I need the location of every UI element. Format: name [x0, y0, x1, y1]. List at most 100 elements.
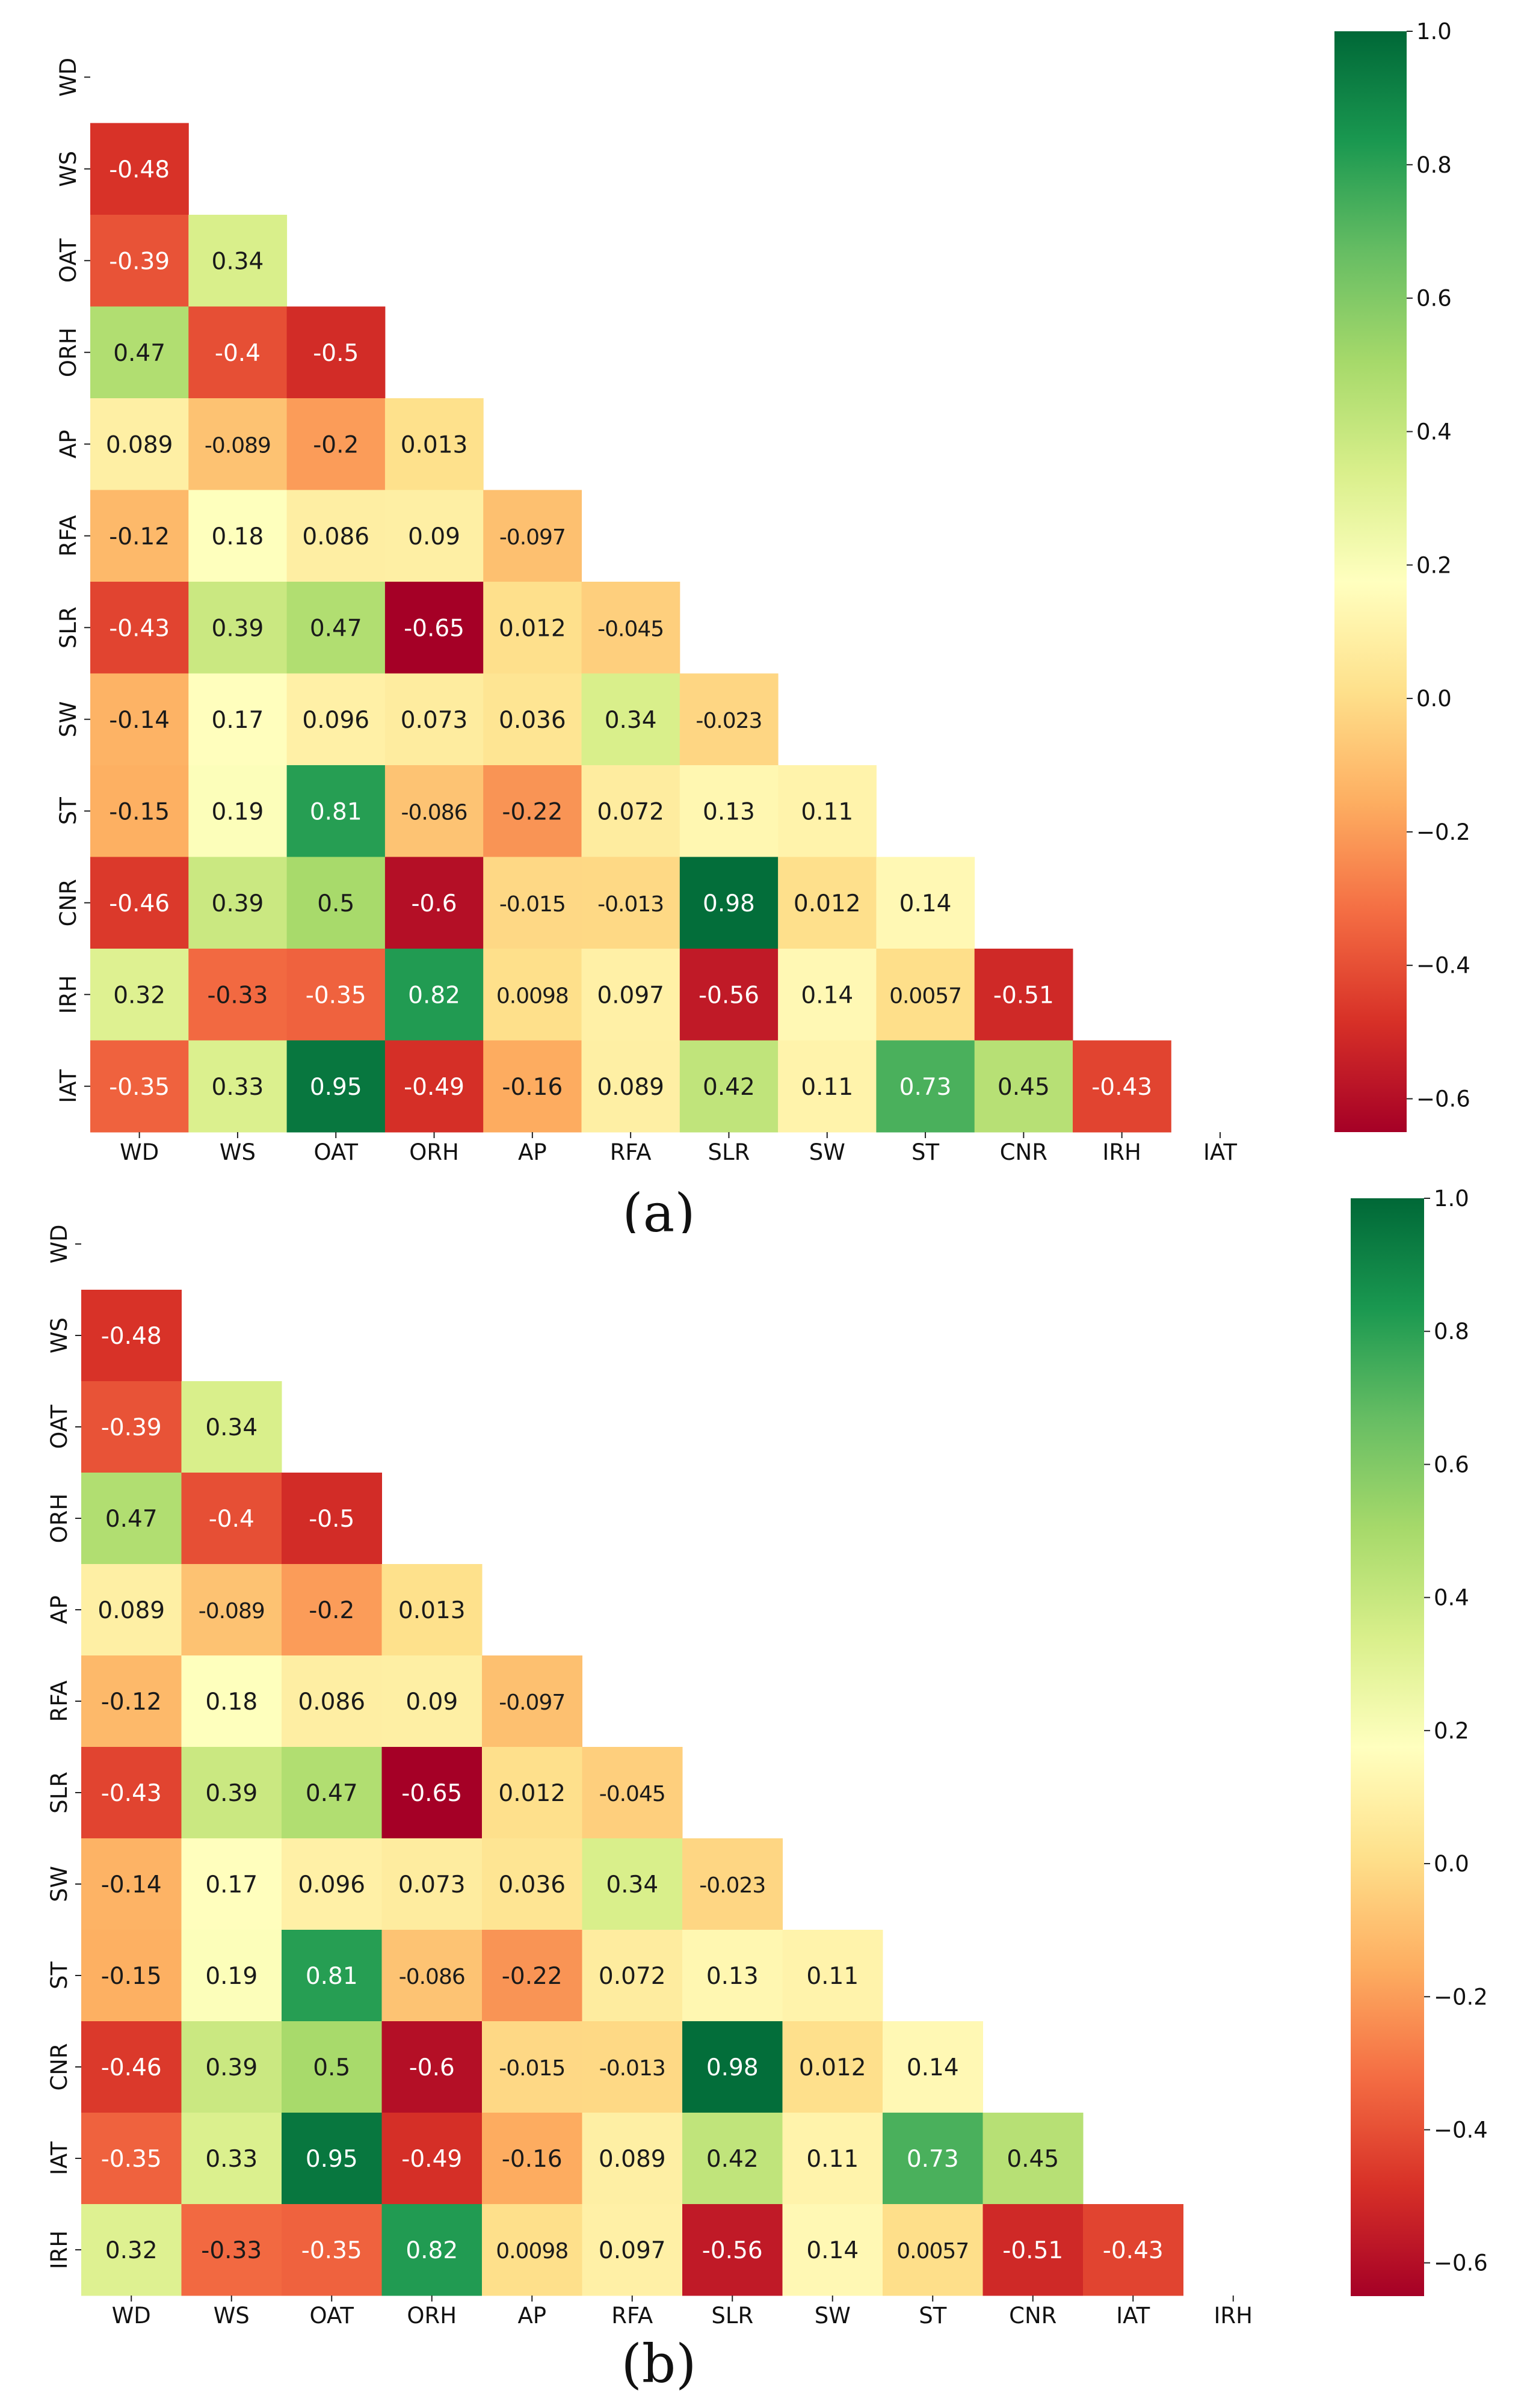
- heatmap-b-xtick-iat: IAT: [1116, 2303, 1150, 2329]
- heatmap-a-cell-slr-ap: [483, 582, 582, 674]
- heatmap-b-cell-label-cnr-wd: -0.46: [101, 2054, 162, 2081]
- heatmap-b-cell-label-irh-rfa: 0.097: [599, 2237, 666, 2264]
- heatmap-a-cell-label-irh-slr: -0.56: [699, 982, 759, 1009]
- heatmap-b-xtick-cnr: CNR: [1009, 2303, 1056, 2329]
- heatmap-a-cell-slr-oat: [286, 582, 386, 674]
- heatmap-b-cell-oat-ws: [181, 1381, 282, 1473]
- heatmap-b-colorbar-tick-label: 0.0: [1434, 1851, 1469, 1877]
- heatmap-b-cell-label-ap-oat: -0.2: [309, 1597, 354, 1624]
- heatmap-b-cell-label-iat-st: 0.73: [907, 2146, 959, 2173]
- heatmap-b-cell-irh-ap: [482, 2204, 582, 2296]
- heatmap-b-cell-label-slr-rfa: -0.045: [599, 1782, 665, 1806]
- heatmap-b-cell-iat-rfa: [582, 2113, 683, 2205]
- heatmap-b-cell-oat-wd: [81, 1381, 182, 1473]
- heatmap-b-xtick-irh: IRH: [1214, 2303, 1253, 2329]
- heatmap-a-cell-label-cnr-oat: 0.5: [317, 890, 354, 917]
- heatmap-a-cell-label-rfa-oat: 0.086: [302, 523, 369, 550]
- heatmap-a-cell-label-ap-ws: -0.089: [205, 433, 271, 458]
- heatmap-a-cell-label-slr-oat: 0.47: [310, 615, 362, 642]
- heatmap-a-xtick-slr: SLR: [708, 1139, 750, 1165]
- heatmap-b-cell-label-rfa-oat: 0.086: [298, 1689, 365, 1716]
- heatmap-a-cell-cnr-orh: [384, 857, 484, 949]
- heatmap-a-cell-iat-rfa: [581, 1040, 680, 1133]
- heatmap-b-cell-label-irh-sw: 0.14: [806, 2237, 859, 2264]
- heatmap-b-colorbar-tick-label: 0.6: [1434, 1452, 1469, 1477]
- heatmap-a-cell-label-sw-ap: 0.036: [499, 707, 566, 734]
- heatmap-a-cell-label-iat-ap: -0.16: [502, 1074, 563, 1101]
- heatmap-b-cell-irh-slr: [682, 2204, 783, 2296]
- heatmap-a-cell-label-cnr-orh: -0.6: [411, 890, 457, 917]
- heatmap-b-colorbar-tick-label: 0.2: [1434, 1718, 1469, 1744]
- heatmap-b-cell-st-rfa: [582, 1930, 683, 2022]
- heatmap-b-cell-irh-wd: [81, 2204, 182, 2296]
- heatmap-b-cell-irh-orh: [381, 2204, 483, 2296]
- heatmap-b-cell-label-st-ws: 0.19: [205, 1963, 258, 1990]
- heatmap-b-cell-label-rfa-ap: -0.097: [499, 1690, 565, 1715]
- heatmap-a-cell-iat-ws: [188, 1040, 288, 1133]
- heatmap-b-cell-ws-wd: [81, 1290, 182, 1382]
- heatmap-b-xtick-rfa: RFA: [611, 2303, 653, 2329]
- heatmap-b-cell-label-iat-ws: 0.33: [205, 2146, 258, 2173]
- heatmap-a-cell-st-orh: [384, 765, 484, 857]
- heatmap-b-cell-slr-rfa: [582, 1747, 683, 1839]
- heatmap-a-cell-iat-st: [876, 1040, 975, 1133]
- heatmap-a-cell-label-st-sw: 0.11: [801, 798, 853, 825]
- heatmap-b-cell-st-slr: [682, 1930, 783, 2022]
- heatmap-panel-b: -0.48 -0.39 0.34 0.47 -0.4 -0.5 0.089 -0.089 -0.…: [0, 1173, 1533, 2408]
- heatmap-b-cell-slr-ap: [482, 1747, 582, 1839]
- heatmap-a-cell-label-iat-rfa: 0.089: [597, 1074, 664, 1101]
- heatmap-a-cell-rfa-oat: [286, 490, 386, 582]
- heatmap-b-cell-orh-ws: [181, 1473, 282, 1565]
- heatmap-b-cell-label-sw-slr: -0.023: [699, 1873, 765, 1898]
- heatmap-a-cell-st-oat: [286, 765, 386, 857]
- heatmap-b-cell-iat-st: [883, 2113, 983, 2205]
- heatmap-b-chart: -0.48 -0.39 0.34 0.47 -0.4 -0.5 0.089 -0.089 -0.…: [46, 1186, 1488, 2395]
- heatmap-a-cell-irh-rfa: [581, 949, 680, 1041]
- heatmap-a-cell-label-iat-sw: 0.11: [801, 1074, 853, 1101]
- heatmap-a-cell-ap-ws: [188, 398, 288, 490]
- heatmap-a-cell-oat-ws: [188, 215, 288, 307]
- heatmap-a-cell-label-slr-orh: -0.65: [404, 615, 464, 642]
- heatmap-b-cell-ap-ws: [181, 1564, 282, 1656]
- heatmap-b-cell-label-rfa-wd: -0.12: [101, 1689, 162, 1716]
- heatmap-b-caption: (b): [622, 2333, 697, 2395]
- heatmap-b-colorbar-tick-label: 0.4: [1434, 1585, 1469, 1611]
- heatmap-a-cell-slr-wd: [90, 582, 189, 674]
- heatmap-b-cell-cnr-oat: [282, 2021, 382, 2113]
- heatmap-b-ytick-irh: IRH: [46, 2231, 72, 2269]
- heatmap-a-colorbar-tick-label: 0.0: [1416, 686, 1452, 712]
- heatmap-a-cell-st-ws: [188, 765, 288, 857]
- heatmap-a-cell-orh-ws: [188, 306, 288, 399]
- heatmap-b-ytick-orh: ORH: [46, 1494, 72, 1544]
- heatmap-b-colorbar: [1351, 1198, 1424, 2296]
- heatmap-a-cell-label-iat-oat: 0.95: [310, 1074, 362, 1101]
- heatmap-a-cell-label-st-rfa: 0.072: [597, 798, 664, 825]
- heatmap-a-cell-st-rfa: [581, 765, 680, 857]
- heatmap-a-cell-cnr-slr: [679, 857, 779, 949]
- heatmap-b-cell-sw-oat: [282, 1838, 382, 1930]
- heatmap-b-cell-label-iat-sw: 0.11: [806, 2146, 859, 2173]
- heatmap-b-cell-rfa-oat: [282, 1655, 382, 1747]
- heatmap-a-cell-label-iat-st: 0.73: [899, 1074, 952, 1101]
- heatmap-a-cell-irh-sw: [778, 949, 877, 1041]
- heatmap-b-cell-label-iat-orh: -0.49: [401, 2146, 462, 2173]
- heatmap-a-cell-label-sw-rfa: 0.34: [605, 707, 657, 734]
- heatmap-a-cell-label-iat-wd: -0.35: [109, 1074, 170, 1101]
- heatmap-b-cell-label-sw-oat: 0.096: [298, 1871, 365, 1898]
- heatmap-b-cell-st-ws: [181, 1930, 282, 2022]
- heatmap-a-cell-label-rfa-wd: -0.12: [109, 523, 170, 550]
- heatmap-b-cell-label-iat-oat: 0.95: [306, 2146, 358, 2173]
- heatmap-a-cell-label-sw-wd: -0.14: [109, 707, 170, 734]
- heatmap-b-cell-rfa-wd: [81, 1655, 182, 1747]
- heatmap-b-cell-st-orh: [381, 1930, 483, 2022]
- heatmap-b-xtick-slr: SLR: [711, 2303, 753, 2329]
- heatmap-a-xtick-rfa: RFA: [610, 1139, 652, 1165]
- heatmap-a-ytick-ap: AP: [55, 430, 81, 458]
- heatmap-a-cell-label-cnr-wd: -0.46: [109, 890, 170, 917]
- heatmap-a-cell-iat-orh: [384, 1040, 484, 1133]
- heatmap-b-cell-rfa-orh: [381, 1655, 483, 1747]
- heatmap-b-cell-sw-orh: [381, 1838, 483, 1930]
- heatmap-a-cell-orh-oat: [286, 306, 386, 399]
- heatmap-a-cell-label-cnr-ws: 0.39: [212, 890, 264, 917]
- heatmap-b-ytick-ap: AP: [46, 1595, 72, 1624]
